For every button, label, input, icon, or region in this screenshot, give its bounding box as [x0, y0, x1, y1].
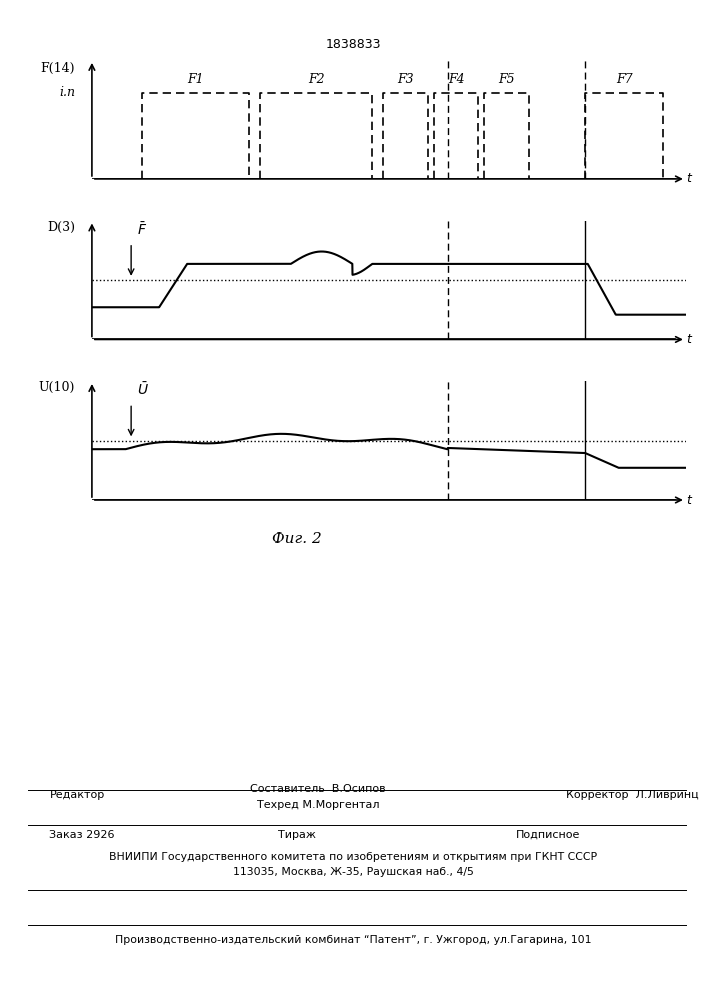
Text: F5: F5 — [498, 73, 515, 86]
Text: D(3): D(3) — [47, 221, 75, 234]
Text: F7: F7 — [616, 73, 633, 86]
Text: Фиг. 2: Фиг. 2 — [272, 532, 322, 546]
Text: Редактор: Редактор — [49, 790, 105, 800]
Text: F2: F2 — [308, 73, 325, 86]
Text: F4: F4 — [448, 73, 464, 86]
Text: Производственно-издательский комбинат “Патент”, г. Ужгород, ул.Гагарина, 101: Производственно-издательский комбинат “П… — [115, 935, 592, 945]
Text: F1: F1 — [187, 73, 204, 86]
Text: t: t — [686, 172, 691, 185]
Text: ВНИИПИ Государственного комитета по изобретениям и открытиям при ГКНТ СССР: ВНИИПИ Государственного комитета по изоб… — [110, 852, 597, 862]
Text: Тираж: Тираж — [278, 830, 316, 840]
Text: F3: F3 — [397, 73, 414, 86]
Text: U(10): U(10) — [39, 381, 75, 394]
Text: Заказ 2926: Заказ 2926 — [49, 830, 115, 840]
Text: i.n: i.n — [59, 86, 75, 99]
Text: Подписное: Подписное — [516, 830, 580, 840]
Text: $\bar{U}$: $\bar{U}$ — [136, 382, 148, 398]
Text: $\bar{F}$: $\bar{F}$ — [136, 221, 147, 238]
Text: Составитель  В.Осипов: Составитель В.Осипов — [250, 784, 386, 794]
Text: t: t — [686, 333, 691, 346]
Text: 113035, Москва, Ж-35, Раушская наб., 4/5: 113035, Москва, Ж-35, Раушская наб., 4/5 — [233, 867, 474, 877]
Text: F(14): F(14) — [40, 62, 75, 75]
Text: Корректор  Л.Ливринц: Корректор Л.Ливринц — [566, 790, 699, 800]
Text: t: t — [686, 493, 691, 506]
Text: Техред М.Моргентал: Техред М.Моргентал — [257, 800, 380, 810]
Text: 1838833: 1838833 — [326, 38, 381, 51]
